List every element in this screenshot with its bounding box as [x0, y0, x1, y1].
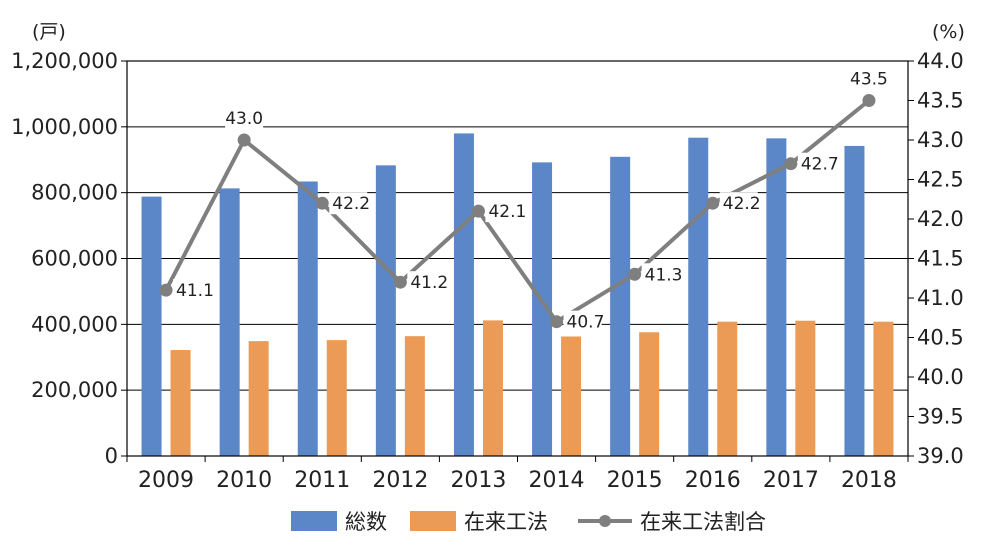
ratio-data-label: 43.0 — [225, 109, 263, 129]
ratio-polyline — [164, 98, 871, 324]
bars — [141, 133, 894, 457]
x-tick-label: 2017 — [763, 468, 819, 493]
bar-conventional — [795, 320, 816, 456]
ratio-data-label: 41.2 — [410, 273, 448, 293]
x-tick-label: 2015 — [607, 468, 663, 493]
right-tick-label: 42.0 — [917, 207, 964, 231]
data-label-bg — [329, 192, 368, 215]
ratio-point — [237, 133, 251, 147]
ratio-data-label: 41.1 — [176, 281, 214, 301]
legend-marker-ratio — [599, 515, 611, 527]
right-tick-label: 43.0 — [917, 128, 964, 152]
right-tick-label: 43.5 — [917, 89, 964, 113]
bar-total — [219, 188, 240, 456]
data-label-bg — [225, 107, 264, 129]
bar-total — [375, 165, 396, 457]
bar-conventional — [326, 340, 347, 456]
bar-total — [766, 138, 787, 456]
bar-conventional — [717, 321, 738, 456]
x-tick-label: 2018 — [841, 468, 897, 493]
data-labels: 41.1 43.0 42.2 41.2 42.1 40.7 41.3 42.2 42.7 43.5 — [173, 67, 888, 333]
data-label-bg — [563, 310, 602, 333]
bar-conventional — [248, 341, 269, 456]
bar-conventional — [170, 350, 191, 456]
right-tick-label: 42.5 — [917, 168, 964, 192]
right-tick-label: 39.5 — [917, 405, 964, 429]
data-label-bg — [407, 271, 446, 294]
right-axis-unit: (%) — [932, 21, 965, 43]
left-tick-label: 400,000 — [31, 312, 118, 336]
data-label-bg — [719, 192, 758, 215]
axes: 0 200,000 400,000 600,000 800,000 1,000,000 1,… — [11, 49, 964, 493]
data-label-bg — [485, 200, 524, 223]
bar-total — [297, 181, 318, 456]
ratio-data-label: 42.7 — [801, 155, 839, 175]
ratio-data-label: 43.5 — [850, 70, 888, 90]
data-label-bg — [849, 67, 888, 90]
left-tick-label: 0 — [105, 444, 118, 468]
bar-total — [610, 156, 631, 456]
ratio-data-label: 42.2 — [723, 194, 761, 214]
x-tick-label: 2011 — [294, 468, 350, 493]
bar-conventional — [482, 320, 503, 456]
data-label-bg — [173, 279, 212, 302]
ratio-point — [628, 267, 642, 281]
right-tick-label: 40.0 — [917, 365, 964, 389]
legend: 総数 在来工法 在来工法割合 — [291, 510, 766, 534]
legend-label-total: 総数 — [345, 510, 387, 534]
legend-label-ratio: 在来工法割合 — [640, 510, 766, 534]
bar-total — [844, 145, 865, 457]
bar-total — [688, 137, 709, 456]
x-tick-label: 2013 — [450, 468, 506, 493]
bar-total — [532, 162, 553, 456]
ratio-point — [393, 275, 407, 289]
right-tick-label: 41.5 — [917, 247, 964, 271]
left-axis-unit: (戸) — [32, 21, 66, 43]
x-tick-label: 2009 — [138, 468, 194, 493]
bar-conventional — [561, 336, 582, 456]
bar-conventional — [404, 336, 425, 456]
ratio-data-label: 42.1 — [488, 202, 526, 222]
right-tick-label: 39.0 — [917, 444, 964, 468]
ratio-point — [550, 315, 564, 329]
left-tick-label: 1,200,000 — [11, 49, 118, 73]
data-label-bg — [797, 152, 836, 175]
x-tick-label: 2014 — [529, 468, 585, 493]
data-label-bg — [641, 263, 680, 286]
right-tick-label: 40.5 — [917, 326, 964, 350]
ratio-data-label: 40.7 — [567, 313, 605, 333]
x-tick-label: 2012 — [372, 468, 428, 493]
ratio-data-label: 42.2 — [332, 194, 370, 214]
ratio-point — [862, 94, 876, 107]
legend-swatch-conventional — [410, 511, 456, 531]
left-tick-label: 1,000,000 — [11, 115, 118, 139]
left-tick-label: 800,000 — [31, 181, 118, 205]
bar-total — [141, 196, 162, 456]
ratio-data-label: 41.3 — [645, 265, 683, 285]
legend-label-conventional: 在来工法 — [464, 510, 548, 534]
right-tick-label: 44.0 — [917, 49, 964, 73]
ratio-point — [315, 196, 329, 210]
bar-total — [453, 133, 474, 456]
legend-swatch-total — [291, 511, 337, 531]
ratio-point — [471, 204, 485, 218]
bar-conventional — [873, 321, 894, 456]
x-tick-label: 2010 — [216, 468, 272, 493]
ratio-point — [159, 283, 173, 297]
left-tick-label: 600,000 — [31, 247, 118, 271]
ratio-point — [706, 196, 720, 210]
x-tick-label: 2016 — [685, 468, 741, 493]
ratio-point — [784, 157, 798, 171]
bar-conventional — [639, 332, 660, 456]
right-tick-label: 41.0 — [917, 286, 964, 310]
left-tick-label: 200,000 — [31, 378, 118, 402]
ratio-line — [159, 94, 876, 329]
